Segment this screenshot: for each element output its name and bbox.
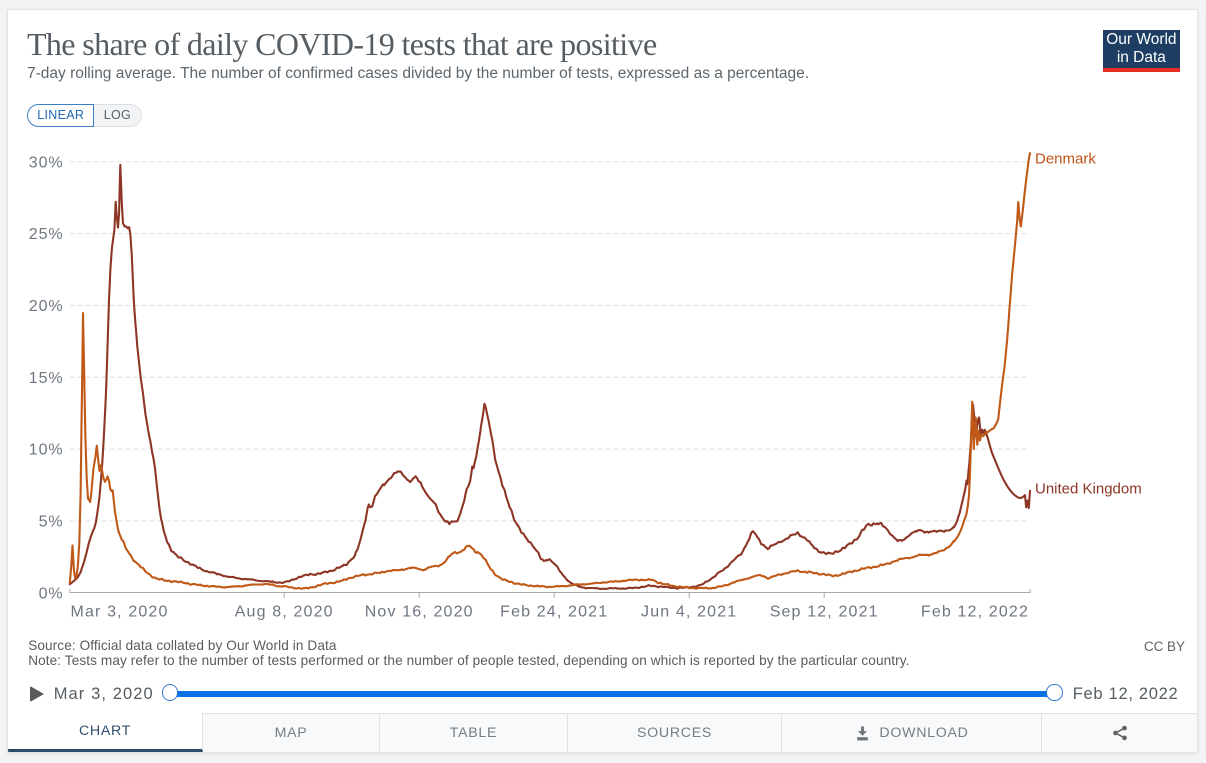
svg-text:Mar 3, 2020: Mar 3, 2020 (71, 604, 169, 621)
svg-text:25%: 25% (29, 226, 64, 243)
svg-text:Nov 16, 2020: Nov 16, 2020 (365, 604, 474, 621)
svg-text:30%: 30% (29, 154, 64, 171)
svg-text:Feb 12, 2022: Feb 12, 2022 (921, 604, 1029, 621)
svg-text:15%: 15% (29, 370, 64, 387)
svg-text:10%: 10% (29, 442, 64, 459)
svg-text:0%: 0% (39, 585, 64, 602)
svg-text:5%: 5% (39, 514, 64, 531)
svg-text:Denmark: Denmark (1035, 151, 1096, 168)
svg-text:Aug 8, 2020: Aug 8, 2020 (235, 604, 334, 621)
svg-text:20%: 20% (29, 298, 64, 315)
svg-text:United Kingdom: United Kingdom (1035, 481, 1142, 498)
svg-text:Jun 4, 2021: Jun 4, 2021 (641, 604, 737, 621)
svg-text:Feb 24, 2021: Feb 24, 2021 (500, 604, 608, 621)
svg-text:Sep 12, 2021: Sep 12, 2021 (770, 604, 879, 621)
